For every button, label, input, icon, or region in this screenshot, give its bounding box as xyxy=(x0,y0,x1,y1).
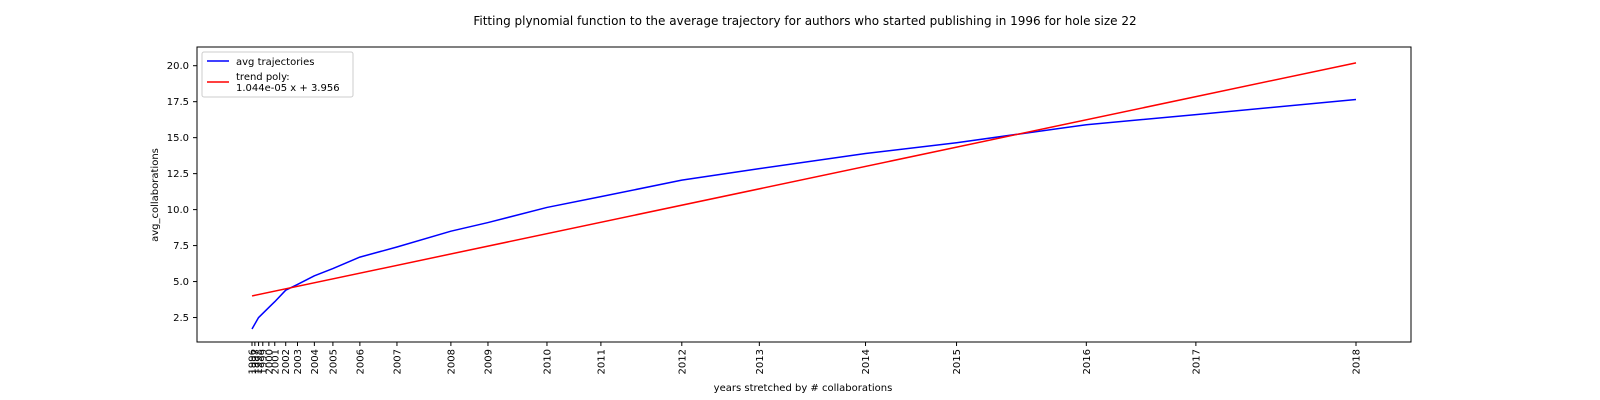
legend-label-trend-poly: trend poly: xyxy=(236,72,290,83)
series-line-avg-trajectories xyxy=(251,98,1357,330)
x-tick-label: 2000 xyxy=(264,349,275,374)
legend-box xyxy=(201,51,354,98)
series-layer xyxy=(251,62,1357,330)
x-tick-label: 2005 xyxy=(328,349,339,374)
x-tick-label: 2011 xyxy=(596,349,607,374)
series-line-trend-poly xyxy=(251,62,1357,297)
y-tick-label: 15.0 xyxy=(167,133,189,144)
plot-frame xyxy=(196,46,1412,343)
x-tick-label: 1998 xyxy=(254,349,265,374)
x-axis-label: years stretched by # collaborations xyxy=(714,383,893,394)
legend-label-trend-poly-equation: 1.044e-05 x + 3.956 xyxy=(236,83,340,94)
x-tick-label: 2010 xyxy=(542,349,553,374)
axes xyxy=(196,46,1412,343)
legend: avg trajectories trend poly: 1.044e-05 x… xyxy=(201,51,354,98)
x-tick-label: 2004 xyxy=(310,349,321,374)
x-tick-label: 2014 xyxy=(861,349,872,374)
y-tick-label: 10.0 xyxy=(167,205,189,216)
x-tick-label: 2017 xyxy=(1191,349,1202,374)
y-axis-ticks: 2.5 5.0 7.5 10.0 12.5 15.0 17.5 20.0 xyxy=(167,61,197,324)
y-tick-label: 7.5 xyxy=(173,241,189,252)
x-tick-label: 2009 xyxy=(483,349,494,374)
y-axis-label: avg_collaborations xyxy=(150,148,161,242)
y-tick-label: 17.5 xyxy=(167,97,189,108)
x-tick-label: 2013 xyxy=(755,349,766,374)
y-tick-label: 20.0 xyxy=(167,61,189,72)
x-tick-label: 2012 xyxy=(677,349,688,374)
x-tick-label: 2007 xyxy=(392,349,403,374)
y-tick-label: 2.5 xyxy=(173,313,189,324)
x-tick-label: 1997 xyxy=(250,349,261,374)
x-tick-label: 2002 xyxy=(281,349,292,374)
x-tick-label: 1996 xyxy=(248,349,259,374)
chart-title: Fitting plynomial function to the averag… xyxy=(473,14,1136,28)
legend-label-avg-trajectories: avg trajectories xyxy=(236,57,314,68)
x-tick-label: 2018 xyxy=(1352,349,1363,374)
y-tick-label: 5.0 xyxy=(173,277,189,288)
x-tick-label: 2006 xyxy=(355,349,366,374)
x-tick-label: 2008 xyxy=(446,349,457,374)
x-tick-label: 2001 xyxy=(270,349,281,374)
x-tick-label: 1999 xyxy=(258,349,269,374)
x-tick-label: 2016 xyxy=(1082,349,1093,374)
x-tick-label: 2003 xyxy=(293,349,304,374)
x-tick-label: 2015 xyxy=(952,349,963,374)
y-tick-label: 12.5 xyxy=(167,169,189,180)
